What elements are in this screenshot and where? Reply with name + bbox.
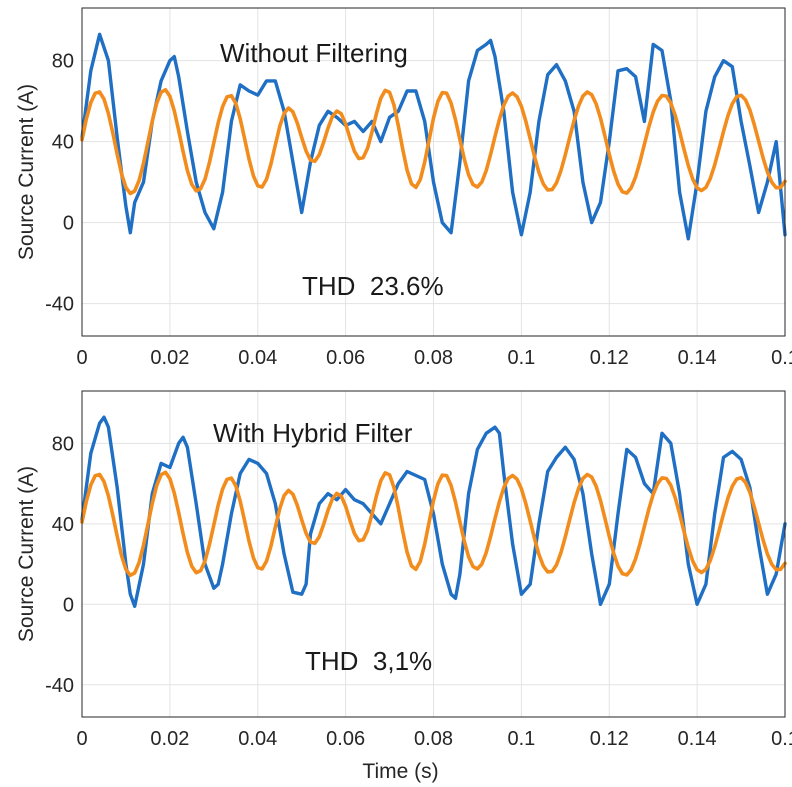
x-tick-label: 0.1 [507, 347, 535, 369]
series-line-orange [80, 88, 787, 196]
x-tick-label: 0.06 [326, 728, 365, 750]
y-tick-label: 0 [63, 213, 74, 235]
x-tick-label: 0 [76, 347, 87, 369]
x-tick-label: 0.04 [238, 347, 277, 369]
x-tick-label: 0.08 [414, 347, 453, 369]
annotation-with-hybrid-filter: With Hybrid Filter [213, 418, 413, 448]
series-line-orange [80, 470, 787, 578]
x-tick-label: 0.1 [771, 728, 792, 750]
x-tick-label: 0.04 [238, 728, 277, 750]
y-tick-label: 80 [52, 433, 74, 455]
y-tick-label: -40 [45, 675, 74, 697]
series-line-blue [80, 32, 787, 241]
y-axis-label: Source Current (A) [15, 84, 38, 260]
y-tick-label: 80 [52, 51, 74, 73]
x-tick-label: 0.02 [150, 347, 189, 369]
x-tick-label: 0.06 [326, 347, 365, 369]
y-tick-label: 40 [52, 132, 74, 154]
y-tick-label: 0 [63, 594, 74, 616]
annotation-thd-bottom: THD 3,1% [305, 646, 432, 676]
y-tick-label: -40 [45, 294, 74, 316]
bottom-chart-panel: 0 0.02 0.04 0.06 0.08 0.1 0.12 0.14 0.1 -40 0 40 80 S… [15, 390, 792, 783]
series-line-blue [80, 415, 787, 608]
x-tick-label: 0.08 [414, 728, 453, 750]
x-tick-label: 0.12 [590, 728, 629, 750]
x-tick-label: 0.12 [590, 347, 629, 369]
x-tick-label: 0.02 [150, 728, 189, 750]
y-tick-label: 40 [52, 514, 74, 536]
plot-frame [81, 390, 786, 718]
x-axis-label: Time (s) [362, 760, 438, 783]
x-tick-label: 0.1 [771, 347, 792, 369]
x-tick-label: 0.14 [678, 347, 717, 369]
top-chart-panel: 0 0.02 0.04 0.06 0.08 0.1 0.12 0.14 0.1 -40 0 40 80 S… [15, 7, 792, 369]
annotation-without-filtering: Without Filtering [220, 38, 408, 68]
y-axis-label: Source Current (A) [15, 466, 38, 642]
x-tick-label: 0.1 [507, 728, 535, 750]
x-tick-label: 0.14 [678, 728, 717, 750]
x-tick-label: 0 [76, 728, 87, 750]
annotation-thd-top: THD 23.6% [302, 271, 444, 301]
plot-frame [81, 7, 786, 337]
